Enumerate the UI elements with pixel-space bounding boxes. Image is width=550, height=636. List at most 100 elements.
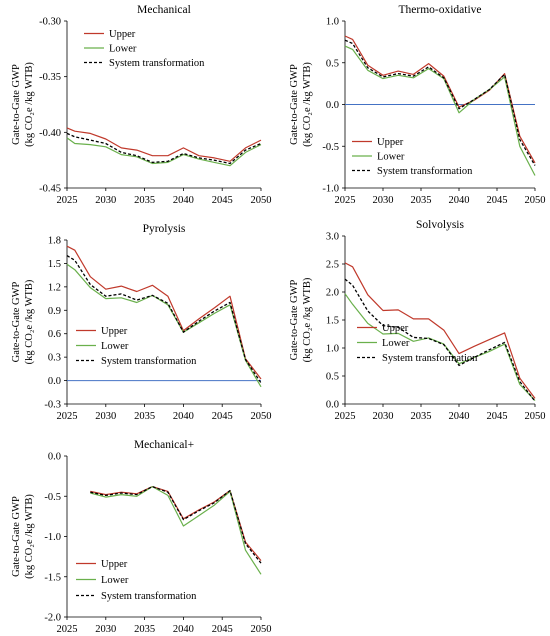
series-line-system xyxy=(66,132,262,165)
y-tick-label: -2.0 xyxy=(44,613,61,624)
chart-title: Pyrolysis xyxy=(143,223,186,235)
series-line-lower xyxy=(66,137,262,167)
x-tick-label: 2030 xyxy=(373,195,394,206)
y-tick-label: -0.30 xyxy=(39,17,61,28)
x-tick-label: 2045 xyxy=(212,624,233,635)
y-axis-unit: (kg CO₂e /kg WTB) xyxy=(302,62,313,147)
series-line-system xyxy=(344,39,536,166)
x-tick-label: 2050 xyxy=(251,624,272,635)
legend-label-system: System transformation xyxy=(101,591,197,602)
y-tick-label: 1.0 xyxy=(326,17,339,28)
x-tick-label: 2045 xyxy=(487,411,508,422)
y-tick-label: 0.0 xyxy=(326,100,339,111)
y-axis-unit: (kg CO₂e /kg WTB) xyxy=(24,279,35,364)
x-tick-label: 2030 xyxy=(95,624,116,635)
y-tick-label: 1.5 xyxy=(326,316,339,327)
x-tick-label: 2035 xyxy=(134,411,155,422)
y-tick-label: -1.0 xyxy=(322,184,339,195)
series-line-upper xyxy=(66,127,262,162)
series-line-upper xyxy=(90,486,262,561)
y-axis-unit: (kg CO₂e /kg WTB) xyxy=(302,277,313,362)
x-tick-label: 2050 xyxy=(525,411,546,422)
series-line-system xyxy=(66,255,262,384)
x-tick-label: 2040 xyxy=(173,624,194,635)
y-tick-label: 0.3 xyxy=(48,353,61,364)
y-tick-label: 0.6 xyxy=(48,329,61,340)
legend-label-system: System transformation xyxy=(101,356,197,367)
x-tick-label: 2025 xyxy=(57,624,78,635)
y-axis-unit: (kg CO₂e /kg WTB) xyxy=(24,494,35,579)
y-tick-label: 0.0 xyxy=(326,400,339,411)
chart-title: Mechanical+ xyxy=(134,439,194,451)
x-tick-label: 2025 xyxy=(57,411,78,422)
x-tick-label: 2040 xyxy=(449,195,470,206)
x-tick-label: 2030 xyxy=(95,195,116,206)
x-tick-label: 2050 xyxy=(251,411,272,422)
y-tick-label: 0.0 xyxy=(48,376,61,387)
x-tick-label: 2050 xyxy=(251,195,272,206)
y-tick-label: 1.8 xyxy=(48,236,61,247)
y-axis-unit: (kg CO₂e /kg WTB) xyxy=(24,62,35,147)
legend-label-lower: Lower xyxy=(109,44,137,55)
y-axis-title: Gate-to-Gate GWP xyxy=(11,496,22,577)
chart-title: Mechanical xyxy=(137,4,191,16)
y-tick-label: 3.0 xyxy=(326,232,339,243)
y-tick-label: -1.5 xyxy=(44,572,61,583)
y-tick-label: -0.35 xyxy=(39,72,61,83)
y-tick-label: -1.0 xyxy=(44,532,61,543)
y-tick-label: 2.5 xyxy=(326,260,339,271)
legend-label-upper: Upper xyxy=(382,323,409,334)
legend-label-upper: Upper xyxy=(377,137,404,148)
y-tick-label: 0.5 xyxy=(326,372,339,383)
y-tick-label: 0.9 xyxy=(48,306,61,317)
x-tick-label: 2040 xyxy=(173,411,194,422)
x-tick-label: 2030 xyxy=(373,411,394,422)
y-tick-label: -0.5 xyxy=(322,142,339,153)
legend-label-upper: Upper xyxy=(101,559,128,570)
legend-label-lower: Lower xyxy=(382,338,410,349)
x-tick-label: 2025 xyxy=(57,195,78,206)
legend-label-upper: Upper xyxy=(101,326,128,337)
y-tick-label: 0.5 xyxy=(326,58,339,69)
legend-label-system: System transformation xyxy=(109,58,205,69)
y-tick-label: 1.0 xyxy=(326,344,339,355)
y-tick-label: -0.45 xyxy=(39,184,61,195)
y-axis-title: Gate-to-Gate GWP xyxy=(289,279,300,360)
x-tick-label: 2040 xyxy=(449,411,470,422)
y-axis-title: Gate-to-Gate GWP xyxy=(11,281,22,362)
y-axis-title: Gate-to-Gate GWP xyxy=(289,64,300,145)
y-tick-label: -0.40 xyxy=(39,128,61,139)
y-tick-label: 0.0 xyxy=(48,452,61,463)
x-tick-label: 2045 xyxy=(212,195,233,206)
x-tick-label: 2035 xyxy=(411,195,432,206)
x-tick-label: 2040 xyxy=(173,195,194,206)
y-tick-label: 2.0 xyxy=(326,288,339,299)
y-tick-label: 1.2 xyxy=(48,282,61,293)
x-tick-label: 2035 xyxy=(134,624,155,635)
legend-label-system: System transformation xyxy=(377,166,473,177)
x-tick-label: 2025 xyxy=(335,195,356,206)
legend-label-system: System transformation xyxy=(382,353,478,364)
y-tick-label: -0.3 xyxy=(44,400,61,411)
legend-label-lower: Lower xyxy=(101,575,129,586)
y-tick-label: 1.5 xyxy=(48,259,61,270)
series-line-lower xyxy=(90,486,262,575)
x-tick-label: 2035 xyxy=(134,195,155,206)
series-line-system xyxy=(90,485,262,564)
chart-title: Solvolysis xyxy=(416,219,464,231)
series-line-system xyxy=(344,278,536,402)
series-line-lower xyxy=(344,45,536,176)
legend-label-lower: Lower xyxy=(377,152,405,163)
series-line-upper xyxy=(66,245,262,380)
x-tick-label: 2045 xyxy=(212,411,233,422)
series-line-upper xyxy=(344,35,536,164)
series-line-lower xyxy=(66,263,262,388)
series-line-upper xyxy=(344,262,536,399)
legend-label-lower: Lower xyxy=(101,341,129,352)
